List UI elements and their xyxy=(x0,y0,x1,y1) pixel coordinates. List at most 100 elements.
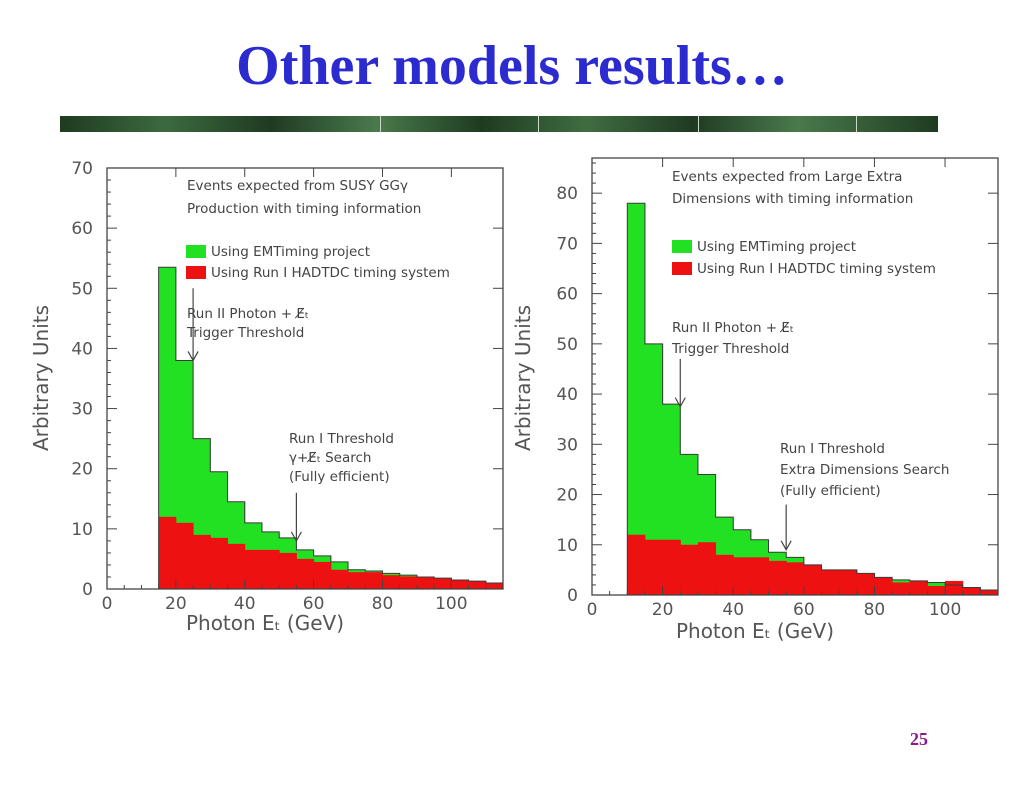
y-tick-label: 60 xyxy=(556,285,578,305)
histogram-bar xyxy=(909,580,928,595)
y-tick-label: 50 xyxy=(556,335,578,355)
x-tick-label: 20 xyxy=(165,594,187,614)
legend-label: Using EMTiming project xyxy=(697,239,856,255)
legend-label: Using Run I HADTDC timing system xyxy=(697,261,936,277)
histogram-bar xyxy=(330,569,349,589)
annotation-arrowhead xyxy=(780,540,792,552)
histogram-bar xyxy=(382,575,401,589)
y-tick-label: 60 xyxy=(71,219,93,239)
histogram-outline xyxy=(158,266,504,589)
x-tick-label: 0 xyxy=(102,594,113,614)
histogram-bar xyxy=(874,577,893,595)
legend-swatch xyxy=(186,245,206,258)
y-tick-label: 10 xyxy=(71,520,93,540)
annotation-text: Run II Photon + E̸ₜ xyxy=(187,306,309,322)
histogram-bar xyxy=(627,203,646,595)
histogram-bar xyxy=(313,561,332,589)
histogram-bar xyxy=(416,576,435,589)
decorative-divider xyxy=(60,116,938,132)
y-tick-label: 10 xyxy=(556,536,578,556)
annotation-arrowhead xyxy=(290,531,302,543)
histogram-bar xyxy=(399,576,418,589)
histogram-bar xyxy=(158,516,177,589)
histogram-bar xyxy=(244,549,263,589)
x-tick-label: 40 xyxy=(722,600,744,620)
y-tick-label: 0 xyxy=(567,586,578,606)
histogram-bar xyxy=(644,539,664,595)
histogram-bar xyxy=(296,558,315,589)
annotation-text: Run II Photon + E̸ₜ xyxy=(672,320,794,336)
annotation-text: (Fully efficient) xyxy=(289,469,390,485)
histogram-bar xyxy=(892,582,911,595)
legend-swatch xyxy=(186,266,206,279)
y-tick-label: 40 xyxy=(556,385,578,405)
x-tick-label: 0 xyxy=(587,600,598,620)
histogram-bar xyxy=(821,569,840,595)
histogram-bar xyxy=(715,554,734,595)
histogram-bar xyxy=(627,534,646,595)
y-tick-label: 40 xyxy=(71,339,93,359)
histogram-bar xyxy=(261,549,280,589)
annotation-text: Trigger Threshold xyxy=(186,325,304,341)
y-tick-label: 20 xyxy=(71,460,93,480)
y-axis-label: Arbitrary Units xyxy=(511,305,535,451)
histogram-bar xyxy=(768,560,787,595)
legend-label: Using Run I HADTDC timing system xyxy=(211,265,450,281)
y-tick-label: 70 xyxy=(556,234,578,254)
y-tick-label: 30 xyxy=(71,400,93,420)
x-axis-label: Photon Eₜ (GeV) xyxy=(186,611,344,635)
annotation-text: Extra Dimensions Search xyxy=(780,462,949,478)
histogram-bar xyxy=(193,534,211,589)
legend-swatch xyxy=(672,262,692,275)
chart-annotation-title: Dimensions with timing information xyxy=(672,191,913,207)
annotation-text: Run I Threshold xyxy=(780,441,885,457)
chart-annotation-title: Production with timing information xyxy=(187,201,421,217)
histogram-bar xyxy=(279,552,297,589)
plot-frame xyxy=(591,157,999,596)
series-hadtdc xyxy=(158,516,504,589)
y-axis-label: Arbitrary Units xyxy=(29,305,53,451)
histogram-bar xyxy=(451,579,470,589)
y-tick-label: 30 xyxy=(556,435,578,455)
x-tick-label: 40 xyxy=(234,594,256,614)
y-tick-label: 70 xyxy=(71,159,93,179)
histogram-bar xyxy=(210,537,229,589)
x-tick-label: 60 xyxy=(303,594,325,614)
histogram-bar xyxy=(644,343,664,595)
x-tick-label: 20 xyxy=(652,600,674,620)
annotation-text: Run I Threshold xyxy=(289,431,394,447)
histogram-bar xyxy=(839,569,858,595)
histogram-bar xyxy=(750,557,770,595)
annotation-text: (Fully efficient) xyxy=(780,483,881,499)
histogram-bar xyxy=(175,522,194,589)
x-tick-label: 100 xyxy=(435,594,467,614)
x-axis-label: Photon Eₜ (GeV) xyxy=(676,619,834,643)
histogram-bar xyxy=(945,580,964,595)
slide-title: Other models results… xyxy=(236,35,788,97)
histogram-bar xyxy=(468,581,487,589)
series-hadtdc xyxy=(627,534,999,595)
histogram-bar xyxy=(697,542,717,595)
legend-swatch xyxy=(672,240,692,253)
histogram-bar xyxy=(962,587,981,595)
y-tick-label: 50 xyxy=(71,279,93,299)
histogram-bar xyxy=(365,572,383,589)
histogram-bar xyxy=(927,585,946,595)
histogram-bar xyxy=(786,562,805,595)
y-tick-label: 20 xyxy=(556,486,578,506)
annotation-arrowhead xyxy=(674,397,686,408)
chart-annotation-title: Events expected from Large Extra xyxy=(672,169,902,185)
x-tick-label: 80 xyxy=(864,600,886,620)
plot-frame xyxy=(106,167,504,590)
legend-label: Using EMTiming project xyxy=(211,244,370,260)
annotation-arrowhead xyxy=(187,351,199,362)
x-tick-label: 100 xyxy=(929,600,961,620)
histogram-bar xyxy=(348,572,366,589)
histogram-outline xyxy=(626,202,999,595)
histogram-bar xyxy=(856,573,875,595)
histogram-bar xyxy=(434,578,452,589)
page-number: 25 xyxy=(910,729,928,749)
histogram-bar xyxy=(662,539,681,595)
annotation-text: Trigger Threshold xyxy=(671,341,789,357)
